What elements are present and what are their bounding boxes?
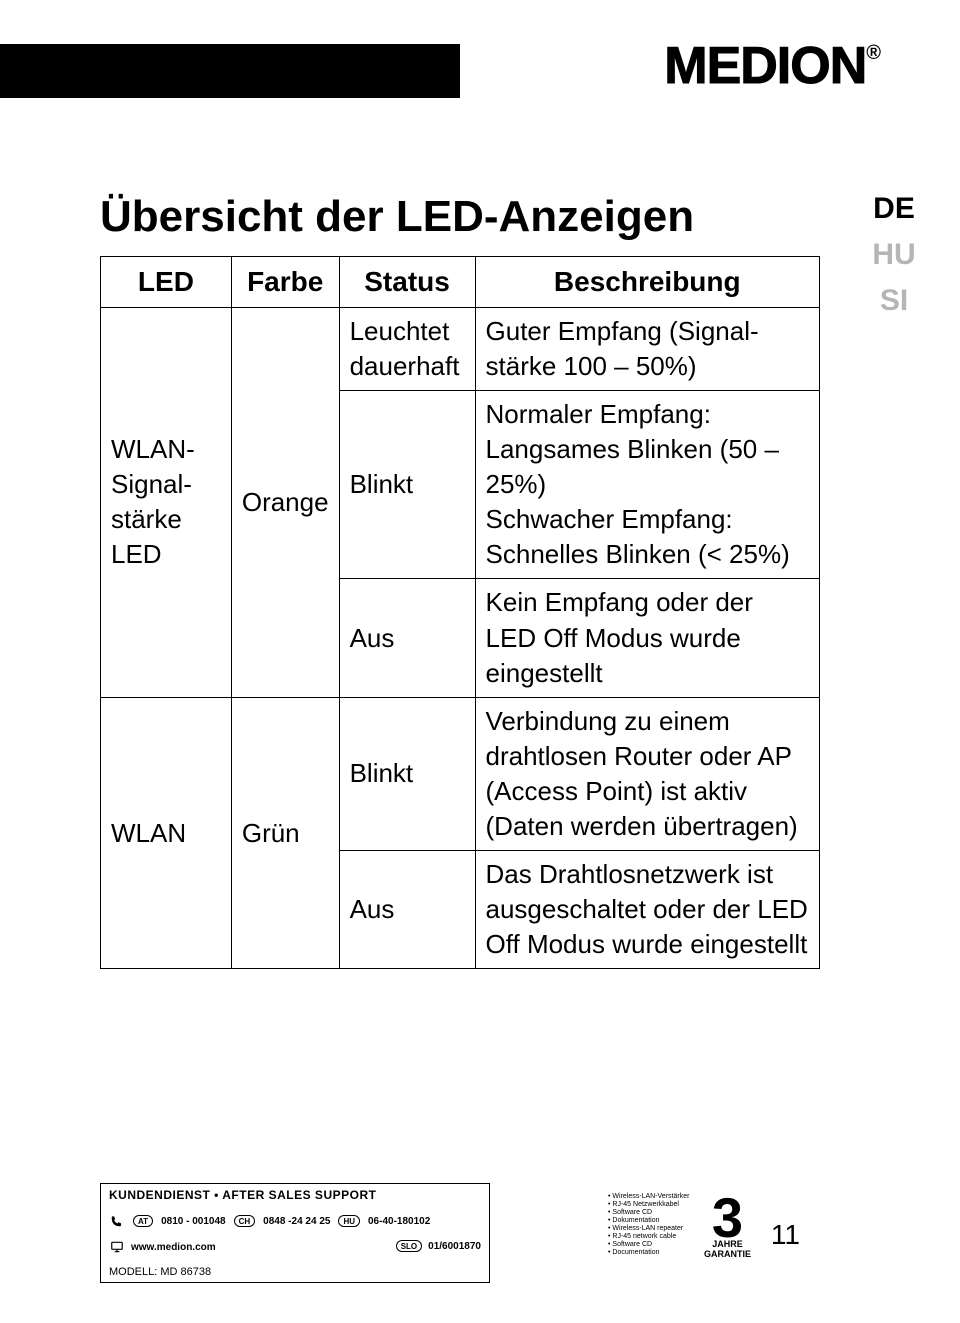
cell-status: Blinkt (339, 390, 475, 578)
bullet-item: RJ-45 network cable (608, 1233, 689, 1241)
cell-farbe: Orange (231, 307, 339, 697)
monitor-icon (109, 1240, 125, 1254)
phone-number: 0848 -24 24 25 (263, 1216, 330, 1227)
contents-bullet-list: Wireless-LAN-Verstärker RJ-45 Netzwerkka… (608, 1193, 689, 1257)
country-code: CH (234, 1215, 256, 1227)
cell-beschreibung: Guter Empfang (Signal­stärke 100 – 50%) (475, 307, 819, 390)
country-code: AT (133, 1215, 153, 1227)
country-code: HU (338, 1215, 360, 1227)
cell-beschreibung: Das Drahtlosnetzwerk ist ausgeschaltet o… (475, 851, 819, 969)
cell-status: Aus (339, 579, 475, 697)
cell-status: Leuchtet dauer­haft (339, 307, 475, 390)
cell-beschreibung: Normaler Empfang: Langsames Blinken (50 … (475, 390, 819, 578)
col-led: LED (101, 257, 232, 308)
bullet-item: Dokumentation (608, 1217, 689, 1225)
support-box: KUNDENDIENST • AFTER SALES SUPPORT AT 08… (100, 1183, 490, 1283)
phone-number: 06-40-180102 (368, 1216, 430, 1227)
registered-mark: ® (866, 42, 880, 64)
support-title: KUNDENDIENST • AFTER SALES SUPPORT (109, 1188, 481, 1202)
country-code: SLO (396, 1240, 422, 1252)
phone-number: 0810 - 001048 (161, 1216, 226, 1227)
brand-text: MEDION (664, 37, 866, 95)
cell-led: WLAN (101, 697, 232, 969)
bullet-item: RJ-45 Netzwerkkabel (608, 1201, 689, 1209)
cell-led: WLAN-Signal­stärke LED (101, 307, 232, 697)
page-number: 11 (771, 1219, 800, 1251)
lang-tab-hu[interactable]: HU (866, 238, 922, 272)
warranty-badge: 3 JAHRE GARANTIE (704, 1198, 751, 1259)
table-row: WLAN Grün Blinkt Verbindung zu einem dra… (101, 697, 820, 850)
col-farbe: Farbe (231, 257, 339, 308)
cell-farbe: Grün (231, 697, 339, 969)
support-phone-row: AT 0810 - 001048 CH 0848 -24 24 25 HU 06… (109, 1214, 481, 1228)
table-row: WLAN-Signal­stärke LED Orange Leuchtet d… (101, 307, 820, 390)
header-black-bar (0, 44, 460, 98)
language-tabs: DE HU SI (866, 192, 922, 318)
bullet-item: Software CD (608, 1241, 689, 1249)
lang-tab-si[interactable]: SI (866, 284, 922, 318)
warranty-label-2: GARANTIE (704, 1249, 751, 1259)
bullet-item: Wireless-LAN repeater (608, 1225, 689, 1233)
warranty-years: 3 (704, 1198, 751, 1237)
bullet-item: Wireless-LAN-Verstärker (608, 1193, 689, 1201)
phone-icon (109, 1214, 125, 1228)
support-web-row: www.medion.com SLO 01/6001870 (109, 1240, 481, 1254)
table-header-row: LED Farbe Status Beschreibung (101, 257, 820, 308)
bullet-item: Software CD (608, 1209, 689, 1217)
lang-tab-de[interactable]: DE (866, 192, 922, 226)
model-label: MODELL: MD 86738 (109, 1266, 481, 1278)
led-table: LED Farbe Status Beschreibung WLAN-Signa… (100, 256, 820, 969)
col-status: Status (339, 257, 475, 308)
page-title: Übersicht der LED-Anzeigen (100, 192, 694, 242)
brand-logo: MEDION® (664, 36, 880, 96)
cell-status: Aus (339, 851, 475, 969)
page-footer: KUNDENDIENST • AFTER SALES SUPPORT AT 08… (100, 1183, 880, 1293)
phone-number: 01/6001870 (428, 1241, 481, 1252)
cell-beschreibung: Kein Empfang oder der LED Off Modus wurd… (475, 579, 819, 697)
website-url: www.medion.com (131, 1242, 216, 1253)
cell-beschreibung: Verbindung zu einem drahtlosen Router od… (475, 697, 819, 850)
col-beschreibung: Beschreibung (475, 257, 819, 308)
bullet-item: Documentation (608, 1249, 689, 1257)
cell-status: Blinkt (339, 697, 475, 850)
